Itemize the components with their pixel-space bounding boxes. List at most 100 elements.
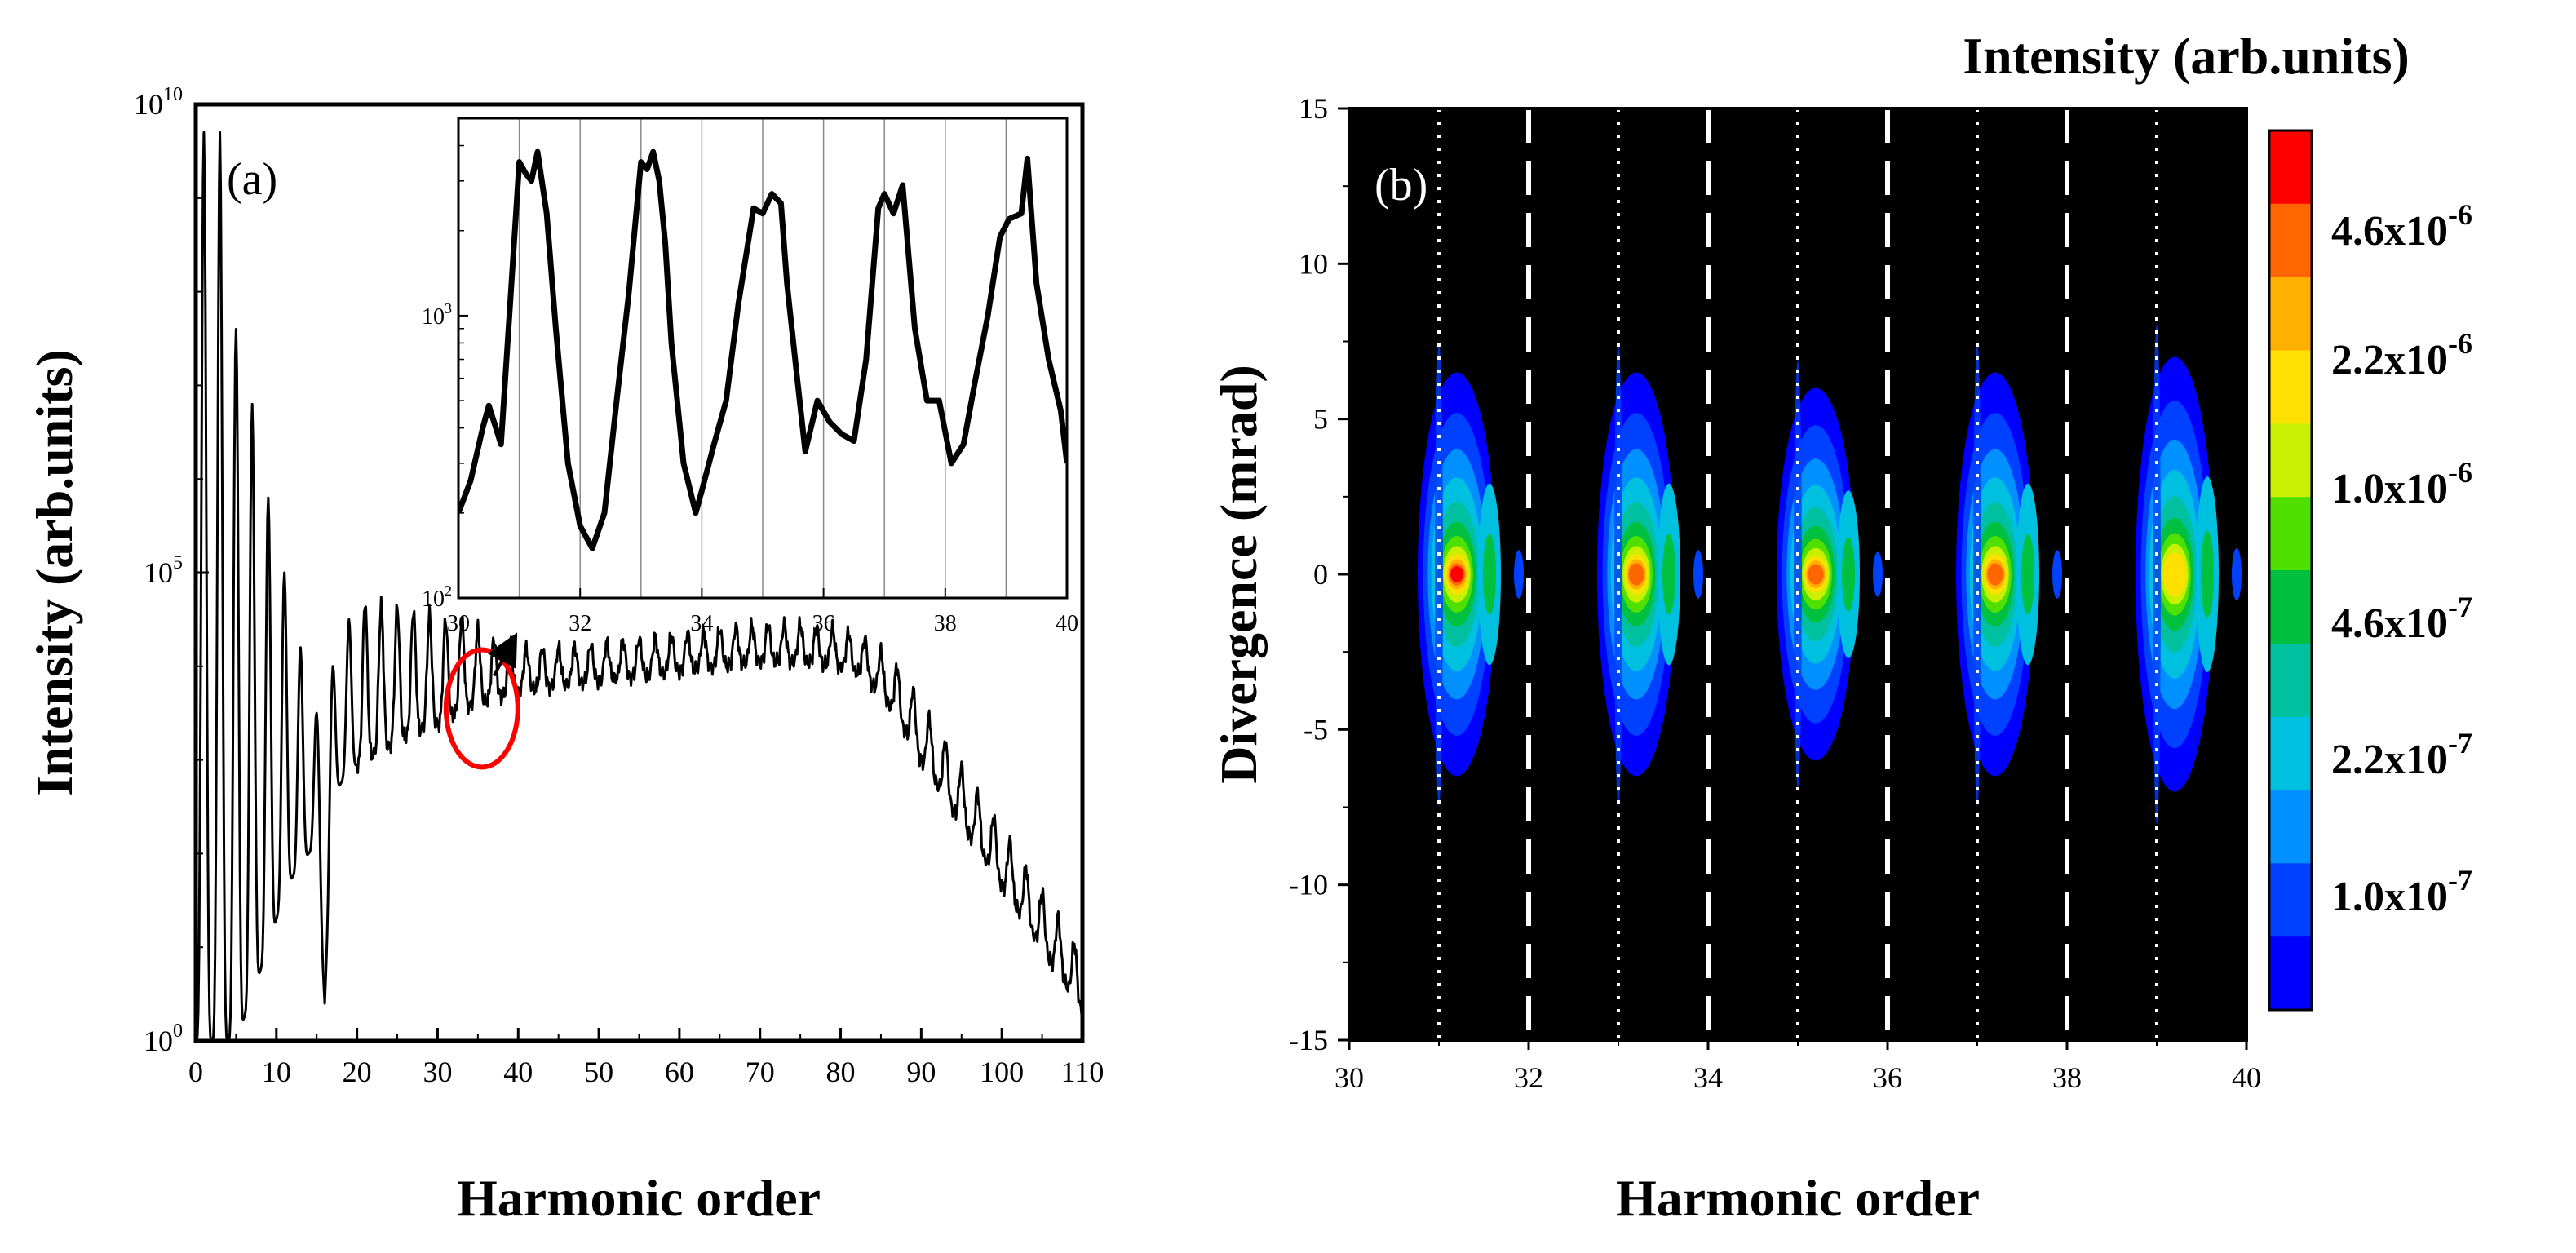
colorbar-band bbox=[2269, 534, 2312, 571]
colorbar-band bbox=[2269, 753, 2312, 791]
panel-b-label: (b) bbox=[1374, 160, 1427, 210]
colorbar-band bbox=[2269, 460, 2312, 498]
heatmap-vertical-streak bbox=[1794, 360, 1802, 789]
y-tick-label: 10 bbox=[1299, 247, 1328, 280]
x-tick-label: 40 bbox=[503, 1056, 533, 1088]
colorbar-band bbox=[2269, 240, 2312, 278]
panel-a-label: (a) bbox=[227, 154, 277, 205]
colorbar-band bbox=[2269, 497, 2312, 534]
y-tick-label: -10 bbox=[1289, 869, 1328, 901]
colorbar-gradient bbox=[2269, 131, 2312, 1011]
x-tick-label: 40 bbox=[2232, 1061, 2261, 1094]
colorbar-band bbox=[2269, 313, 2312, 352]
heatmap-side-lobe-core bbox=[2201, 530, 2214, 618]
y-tick-label: 100 bbox=[144, 1021, 183, 1057]
x-tick-label: 36 bbox=[1873, 1061, 1902, 1094]
inset-x-tick-label: 34 bbox=[690, 611, 713, 636]
x-tick-label: 50 bbox=[584, 1056, 613, 1088]
heatmap-far-lobe bbox=[1514, 550, 1524, 599]
inset-x-tick-label: 32 bbox=[569, 611, 591, 636]
panel-a-spectrum-line bbox=[196, 131, 1082, 1041]
y-tick-label: 105 bbox=[144, 552, 183, 589]
x-tick-label: 80 bbox=[826, 1056, 856, 1088]
colorbar-band bbox=[2269, 826, 2312, 864]
panel-a-annotations bbox=[443, 632, 520, 770]
colorbar-title: Intensity (arb.units) bbox=[1963, 27, 2410, 85]
x-tick-label: 20 bbox=[343, 1056, 372, 1088]
colorbar-band bbox=[2269, 936, 2312, 974]
x-tick-label: 32 bbox=[1514, 1061, 1543, 1094]
x-tick-label: 60 bbox=[665, 1056, 694, 1088]
x-tick-label: 34 bbox=[1693, 1061, 1723, 1094]
panel-b-heatmap-blobs bbox=[1418, 324, 2242, 825]
x-tick-label: 10 bbox=[262, 1056, 291, 1088]
panel-b-divergence-heatmap: 30 32 34 36 38 40 15 10 5 0 -5 -10 -15 (b) Harmonic… bbox=[1210, 27, 2472, 1227]
inset-x-tick-label: 30 bbox=[447, 611, 470, 636]
inset-pointer-arrow bbox=[487, 632, 518, 677]
colorbar-frame bbox=[2268, 129, 2313, 1012]
inset-x-tick-label: 36 bbox=[812, 611, 835, 636]
x-tick-label: 110 bbox=[1061, 1056, 1104, 1088]
heatmap-contour-level bbox=[1808, 564, 1824, 585]
panel-a-x-axis-title: Harmonic order bbox=[457, 1169, 821, 1227]
y-tick-label: -15 bbox=[1289, 1024, 1328, 1056]
colorbar-band bbox=[2269, 900, 2312, 937]
colorbar-band bbox=[2269, 277, 2312, 315]
inset-y-tick-label: 102 bbox=[422, 582, 452, 612]
colorbar-label: 1.0x10-7 bbox=[2331, 864, 2472, 920]
colorbar-band bbox=[2269, 606, 2312, 644]
colorbar-band bbox=[2269, 863, 2312, 901]
inset-x-tick-label: 40 bbox=[1056, 611, 1078, 636]
x-tick-label: 100 bbox=[980, 1056, 1024, 1088]
panel-b-x-ticks: 30 32 34 36 38 40 bbox=[1334, 1040, 2261, 1094]
x-tick-label: 90 bbox=[906, 1056, 936, 1088]
heatmap-vertical-streak bbox=[1614, 342, 1622, 807]
colorbar-band bbox=[2269, 350, 2312, 387]
panel-b-x-axis-title: Harmonic order bbox=[1616, 1169, 1980, 1227]
y-tick-label: 15 bbox=[1299, 92, 1328, 125]
x-tick-label: 30 bbox=[423, 1056, 452, 1088]
colorbar-band bbox=[2269, 716, 2312, 755]
heatmap-contour-level bbox=[1628, 563, 1644, 586]
inset-frame bbox=[457, 117, 1069, 600]
x-tick-label: 30 bbox=[1334, 1061, 1364, 1094]
panel-a-spectrum-chart: 0 10 20 30 40 50 60 70 80 90 100 110 100 105 1010 (a)… bbox=[25, 84, 1104, 1227]
colorbar-band bbox=[2269, 790, 2312, 827]
panel-b-y-axis-title: Divergence (mrad) bbox=[1210, 365, 1268, 784]
colorbar-label: 1.0x10-6 bbox=[2331, 456, 2472, 512]
heatmap-side-lobe-core bbox=[2021, 534, 2034, 615]
heatmap-side-lobe-core bbox=[1662, 534, 1675, 615]
panel-a-inset-chart: 30 32 34 36 38 40 102 103 bbox=[422, 117, 1078, 636]
heatmap-contour-level bbox=[1450, 566, 1463, 582]
heatmap-far-lobe bbox=[1873, 551, 1883, 597]
colorbar-band bbox=[2269, 203, 2312, 241]
colorbar: 4.6x10-6 2.2x10-6 1.0x10-6 4.6x10-7 2.2x10-7… bbox=[1963, 27, 2472, 1012]
highlight-ellipse bbox=[443, 647, 520, 770]
spectrum-trace bbox=[196, 131, 1082, 1041]
x-tick-label: 0 bbox=[188, 1056, 203, 1088]
x-tick-label: 38 bbox=[2052, 1061, 2082, 1094]
colorbar-band bbox=[2269, 973, 2312, 1011]
heatmap-side-lobe-core bbox=[1483, 534, 1496, 615]
inset-y-ticks: 102 103 bbox=[422, 144, 468, 612]
heatmap-vertical-streak bbox=[1435, 342, 1443, 807]
panel-a-x-ticks: 0 10 20 30 40 50 60 70 80 90 100 110 bbox=[188, 1028, 1104, 1088]
y-tick-label: 0 bbox=[1313, 558, 1328, 591]
inset-x-ticks: 30 32 34 36 38 40 bbox=[447, 588, 1078, 636]
heatmap-vertical-streak bbox=[1973, 342, 1981, 807]
panel-a-y-ticks: 100 105 1010 bbox=[134, 84, 209, 1057]
colorbar-label: 2.2x10-7 bbox=[2331, 727, 2472, 783]
panel-a-y-axis-title: Intensity (arb.units) bbox=[25, 349, 83, 796]
inset-spectrum-line bbox=[458, 148, 1067, 551]
x-tick-label: 70 bbox=[746, 1056, 775, 1088]
colorbar-band bbox=[2269, 680, 2312, 718]
heatmap-side-lobe-core bbox=[1842, 537, 1855, 612]
y-tick-label: 1010 bbox=[134, 84, 183, 121]
colorbar-label: 4.6x10-6 bbox=[2331, 198, 2472, 255]
colorbar-band bbox=[2269, 643, 2312, 681]
heatmap-contour-level bbox=[1987, 563, 2003, 586]
heatmap-far-lobe bbox=[1693, 550, 1703, 599]
colorbar-labels: 4.6x10-6 2.2x10-6 1.0x10-6 4.6x10-7 2.2x10-7… bbox=[2331, 198, 2472, 920]
heatmap-vertical-streak bbox=[2153, 324, 2161, 825]
